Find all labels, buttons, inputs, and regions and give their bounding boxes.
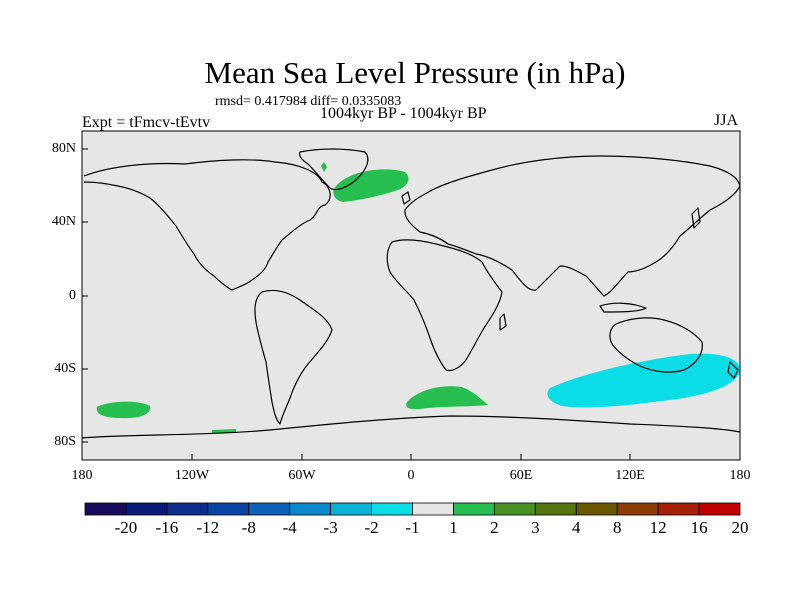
coast-europe-asia bbox=[404, 155, 741, 297]
stats-text: rmsd= 0.417984 diff= 0.0335083 bbox=[215, 94, 402, 109]
lon-label-60e: 60E bbox=[509, 468, 533, 483]
colorbar-swatch bbox=[412, 502, 454, 516]
colorbar-swatch bbox=[371, 502, 413, 516]
colorbar-label: -3 bbox=[323, 518, 338, 537]
lat-label-0: 0 bbox=[69, 288, 76, 303]
anomaly-south-atlantic bbox=[406, 386, 488, 410]
colorbar-label: -4 bbox=[282, 518, 297, 537]
coast-new-zealand bbox=[727, 361, 739, 379]
colorbar-swatch bbox=[125, 502, 168, 516]
coast-australia bbox=[609, 317, 703, 373]
map-background bbox=[82, 131, 740, 460]
anomaly-shading bbox=[96, 162, 741, 433]
colorbar-swatch bbox=[534, 502, 577, 516]
lon-label-180w: 180 bbox=[71, 468, 93, 483]
experiment-label: Expt = tFmcv-tEvtv bbox=[82, 114, 211, 131]
colorbar-label: -12 bbox=[196, 518, 220, 537]
colorbar-label: -16 bbox=[155, 518, 179, 537]
anomaly-south-pacific bbox=[96, 401, 151, 419]
colorbar-swatch bbox=[289, 502, 332, 516]
coast-south-america bbox=[254, 289, 333, 425]
coast-greenland bbox=[298, 148, 369, 191]
anomaly-south-indian-ocean bbox=[547, 353, 741, 408]
colorbar-swatch bbox=[575, 502, 618, 516]
coast-africa bbox=[386, 239, 503, 372]
lat-label-80s: 80S bbox=[54, 434, 76, 449]
colorbar-label: 4 bbox=[572, 518, 581, 537]
colorbar-label: -20 bbox=[114, 518, 138, 537]
colorbar-swatch bbox=[166, 502, 209, 516]
lon-label-0: 0 bbox=[407, 468, 415, 483]
colorbar-label: 1 bbox=[449, 518, 458, 537]
coast-japan bbox=[691, 207, 701, 229]
period-text: 1004kyr BP - 1004kyr BP bbox=[320, 105, 487, 122]
colorbar-swatch bbox=[657, 502, 700, 516]
colorbar-swatch bbox=[330, 502, 372, 516]
lat-label-40s: 40S bbox=[54, 361, 76, 376]
lon-label-60w: 60W bbox=[288, 468, 316, 483]
coast-madagascar bbox=[499, 313, 507, 331]
colorbar-label: -2 bbox=[364, 518, 379, 537]
colorbar-label: 16 bbox=[690, 518, 708, 537]
axis-ticks bbox=[81, 148, 741, 460]
colorbar-swatch bbox=[453, 502, 495, 516]
colorbar-swatch bbox=[207, 502, 250, 516]
anomaly-greenland-small bbox=[321, 162, 327, 172]
colorbar-swatch bbox=[698, 502, 741, 516]
colorbar bbox=[84, 502, 741, 516]
colorbar-label: -1 bbox=[405, 518, 420, 537]
colorbar-label: 12 bbox=[649, 518, 667, 537]
colorbar-label: 8 bbox=[612, 518, 622, 537]
lat-label-40n: 40N bbox=[51, 214, 76, 229]
coast-antarctica bbox=[81, 415, 741, 439]
coast-uk bbox=[401, 191, 411, 205]
lon-label-180e: 180 bbox=[729, 468, 751, 483]
colorbar-swatch bbox=[248, 502, 291, 516]
lat-label-80n: 80N bbox=[51, 141, 76, 156]
lon-label-120w: 120W bbox=[174, 468, 210, 483]
colorbar-label: -8 bbox=[241, 518, 256, 537]
season-label: JJA bbox=[714, 112, 739, 129]
colorbar-label: 3 bbox=[531, 518, 540, 537]
colorbar-label: 20 bbox=[731, 518, 749, 537]
lon-label-120e: 120E bbox=[615, 468, 645, 483]
coast-indonesia bbox=[599, 302, 647, 313]
anomaly-north-atlantic bbox=[333, 169, 409, 202]
colorbar-swatch bbox=[84, 502, 127, 516]
colorbar-swatch bbox=[616, 502, 659, 516]
colorbar-label: 2 bbox=[490, 518, 499, 537]
coast-north-america bbox=[83, 159, 331, 291]
colorbar-swatch bbox=[493, 502, 536, 516]
coastlines bbox=[81, 148, 741, 439]
map-title: Mean Sea Level Pressure (in hPa) bbox=[204, 55, 626, 90]
